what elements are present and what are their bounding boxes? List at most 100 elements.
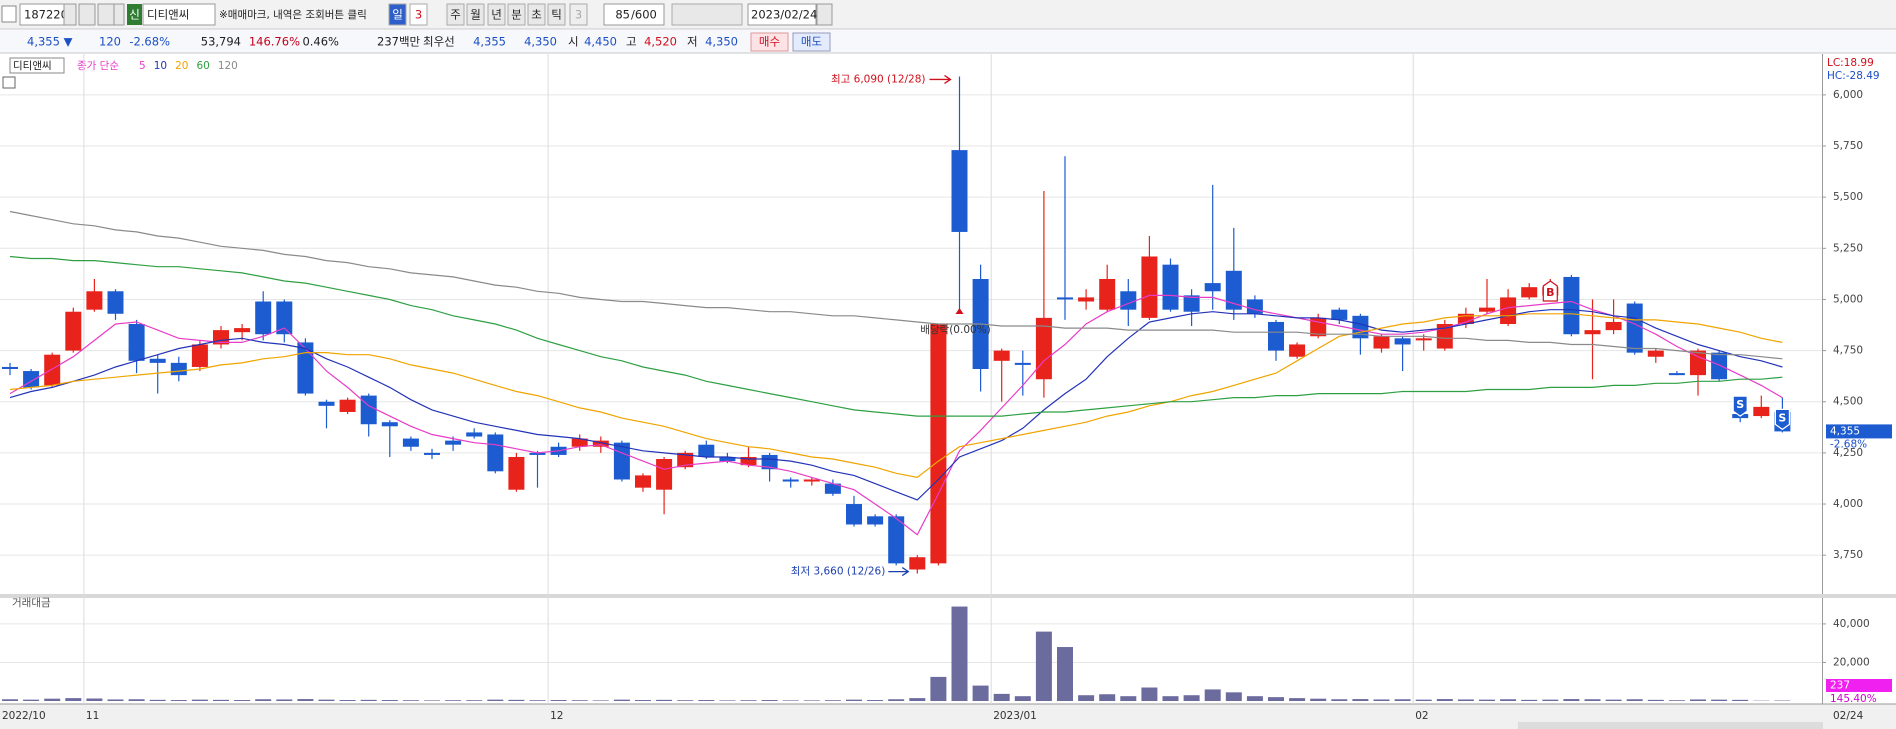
candle-body xyxy=(255,301,272,335)
period-button[interactable] xyxy=(466,3,485,26)
period-label: 3 xyxy=(575,8,582,22)
y-tick-label: 4,500 xyxy=(1833,396,1863,408)
low-arrow xyxy=(888,567,910,577)
volume-bar xyxy=(613,699,630,701)
next-button[interactable] xyxy=(113,3,125,26)
legend-entry: 60 xyxy=(196,60,209,72)
volume-bar xyxy=(65,698,82,701)
candle-body xyxy=(1690,350,1706,376)
tool-icons[interactable] xyxy=(671,3,743,26)
scrollbar[interactable] xyxy=(1518,722,1823,729)
sell-button[interactable] xyxy=(792,32,831,52)
code: 187220 xyxy=(24,8,68,22)
code-dropdown[interactable] xyxy=(63,3,77,26)
volume-bar xyxy=(445,700,462,701)
candle-body xyxy=(149,358,166,363)
period-button[interactable] xyxy=(446,3,465,26)
buy-button[interactable] xyxy=(750,32,789,52)
volume-bar xyxy=(1120,696,1137,701)
period-button[interactable] xyxy=(507,3,526,26)
volume-bar xyxy=(191,699,208,701)
period-label: 분 xyxy=(511,8,522,22)
candle-body xyxy=(445,440,462,445)
volume-bar xyxy=(339,700,356,701)
volume-bar xyxy=(318,699,335,701)
candle-body xyxy=(930,324,947,564)
candle-body xyxy=(1057,297,1073,300)
x-tick-label: 02/24 xyxy=(1833,710,1864,722)
period-button[interactable] xyxy=(569,3,588,26)
candle-body xyxy=(107,291,124,314)
y-tick-label: 4,250 xyxy=(1833,447,1863,459)
period-button[interactable] xyxy=(388,3,407,26)
quote-price: 4,355 ▼ xyxy=(27,35,73,49)
period-button[interactable] xyxy=(527,3,546,26)
menu-icon[interactable] xyxy=(1,5,17,23)
volume-bar xyxy=(930,676,947,701)
period-label: 3 xyxy=(415,8,422,22)
period-label: 틱 xyxy=(551,8,562,22)
volume-bar xyxy=(761,700,778,701)
period-label: 월 xyxy=(470,8,481,22)
legend-title-box xyxy=(9,57,65,74)
volume-bar xyxy=(1331,699,1348,701)
volume-bar xyxy=(1457,699,1474,701)
candle-body xyxy=(1331,309,1348,320)
period-label: 초 xyxy=(531,8,542,22)
last-price-box xyxy=(1826,424,1892,439)
candle-body xyxy=(1078,297,1095,302)
date: 2023/02/24 xyxy=(751,8,817,22)
stock-name: 디티앤씨 xyxy=(147,8,189,22)
buy: 매수 xyxy=(759,35,780,49)
period-label: 일 xyxy=(392,8,403,22)
candle-body xyxy=(276,301,293,335)
candle-body xyxy=(65,311,82,351)
candle-body xyxy=(993,350,1010,361)
period-button[interactable] xyxy=(487,3,506,26)
prev-button[interactable] xyxy=(97,3,115,26)
candle-body xyxy=(360,395,377,425)
plot: 3,750 4,000 4,250 4,500 4,750 5,000 5,250 5,500… xyxy=(0,54,1892,722)
volume-bar xyxy=(1268,697,1284,701)
period-button[interactable] xyxy=(547,3,566,26)
name-input[interactable] xyxy=(142,3,216,26)
candle-body xyxy=(1584,330,1601,335)
volume-bar xyxy=(1668,700,1685,701)
search-button[interactable] xyxy=(78,3,96,26)
count-input[interactable] xyxy=(603,3,665,26)
date-input[interactable] xyxy=(747,3,817,26)
last-volume: 237 xyxy=(1830,680,1850,692)
y-tick-label: 5,250 xyxy=(1833,242,1863,254)
candle-body xyxy=(1626,303,1643,353)
low-annotation: 최저 3,660 (12/26) xyxy=(791,566,886,578)
candle-body xyxy=(782,479,799,482)
volume-bar xyxy=(1605,699,1622,701)
period-button[interactable] xyxy=(409,3,428,26)
ma-label: 종가 단순 xyxy=(77,60,119,72)
volume-bar xyxy=(1500,699,1517,701)
volume-bar xyxy=(1078,695,1095,701)
candle-body xyxy=(44,354,61,386)
candle-body xyxy=(2,366,18,370)
volume-bar xyxy=(1183,695,1200,701)
high-annotation: 최고 6,090 (12/28) xyxy=(831,73,926,85)
y-tick-label: 5,000 xyxy=(1833,293,1863,305)
volume-bar xyxy=(297,699,314,701)
last-change: -2.68% xyxy=(1830,438,1867,450)
trade-mark xyxy=(1542,280,1558,302)
candle-body xyxy=(1394,338,1411,345)
legend-entry: 5 xyxy=(139,60,146,72)
candle-body xyxy=(297,342,314,394)
candle-body xyxy=(1246,299,1263,314)
volume-bar xyxy=(1099,694,1116,701)
volume-bar xyxy=(234,700,251,701)
candle-body xyxy=(1753,406,1770,417)
table-icon[interactable] xyxy=(2,76,16,89)
ma-line xyxy=(9,255,1783,417)
volume-bar xyxy=(1584,699,1601,701)
calendar-button[interactable] xyxy=(816,3,833,26)
best-label: 최우선 xyxy=(423,35,455,49)
volume-bar xyxy=(1647,699,1664,701)
